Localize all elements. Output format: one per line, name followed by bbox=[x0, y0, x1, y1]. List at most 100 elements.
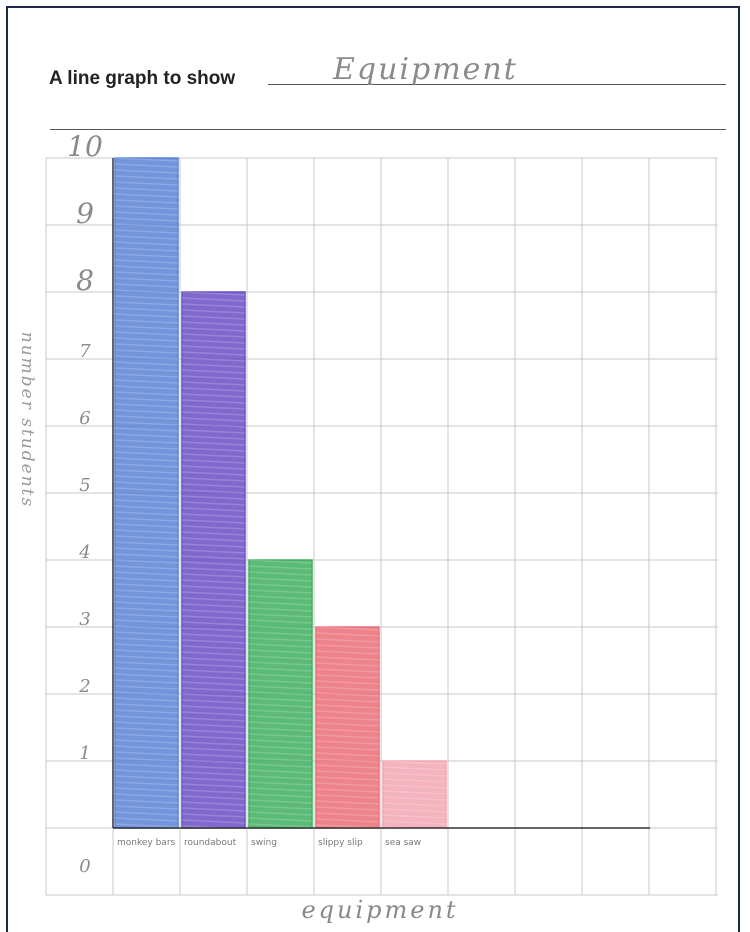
bar-hatch bbox=[315, 788, 380, 793]
bar-hatch bbox=[181, 435, 246, 440]
bar-hatch bbox=[181, 747, 246, 752]
y-tick-label: 4 bbox=[78, 542, 90, 563]
bar-hatch bbox=[248, 601, 313, 606]
bar-hatch bbox=[114, 673, 179, 678]
bar-hatch bbox=[181, 717, 246, 722]
bar-hatch bbox=[114, 727, 179, 732]
bar-hatch bbox=[181, 387, 246, 392]
bar-hatch bbox=[181, 303, 246, 308]
bar-hatch bbox=[181, 531, 246, 536]
bar-hatch bbox=[114, 487, 179, 492]
bar-hatch bbox=[181, 417, 246, 422]
bar-hatch bbox=[248, 565, 313, 570]
bar-hatch bbox=[382, 760, 447, 765]
bar-hatch bbox=[248, 673, 313, 678]
bar-hatch bbox=[114, 781, 179, 786]
bar-hatch bbox=[181, 519, 246, 524]
bar-hatch bbox=[114, 805, 179, 810]
bar-hatch bbox=[248, 571, 313, 576]
bar-hatch bbox=[181, 399, 246, 404]
bar-hatch bbox=[114, 391, 179, 396]
bar-hatch bbox=[315, 626, 380, 631]
bar-hatch bbox=[382, 778, 447, 783]
bar-hatch bbox=[114, 397, 179, 402]
bar-hatch bbox=[315, 704, 380, 709]
bar-hatch bbox=[114, 379, 179, 384]
bar-hatch bbox=[181, 453, 246, 458]
bar-hatch bbox=[114, 259, 179, 264]
title-writing-line bbox=[268, 84, 726, 85]
bar-hatch bbox=[114, 529, 179, 534]
bar-hatch bbox=[114, 685, 179, 690]
bar-hatch bbox=[315, 764, 380, 769]
bar-hatch bbox=[315, 716, 380, 721]
bar-hatch bbox=[114, 331, 179, 336]
bar-hatch bbox=[181, 633, 246, 638]
bar-hatch bbox=[114, 793, 179, 798]
bar-hatch bbox=[181, 465, 246, 470]
bar-hatch bbox=[181, 321, 246, 326]
bar-hatch bbox=[114, 775, 179, 780]
bar-hatch bbox=[248, 817, 313, 822]
bar-hatch bbox=[181, 819, 246, 824]
bar-hatch bbox=[382, 808, 447, 813]
bar-hatch bbox=[114, 583, 179, 588]
bar-hatch bbox=[248, 709, 313, 714]
bar-hatch bbox=[114, 187, 179, 192]
bar-hatch bbox=[248, 679, 313, 684]
bar-hatch bbox=[181, 363, 246, 368]
bar-hatch bbox=[248, 787, 313, 792]
bar-hatch bbox=[181, 351, 246, 356]
bar-hatch bbox=[248, 691, 313, 696]
bar-hatch bbox=[181, 627, 246, 632]
bar-hatch bbox=[181, 297, 246, 302]
bar-hatch bbox=[248, 625, 313, 630]
bar-hatch bbox=[248, 775, 313, 780]
bar-hatch bbox=[114, 637, 179, 642]
bar-hatch bbox=[181, 549, 246, 554]
bar-hatch bbox=[181, 651, 246, 656]
bar-hatch bbox=[114, 541, 179, 546]
bar-hatch bbox=[382, 820, 447, 825]
bar-hatch bbox=[181, 657, 246, 662]
bar-hatch bbox=[114, 421, 179, 426]
bar-hatch bbox=[315, 638, 380, 643]
bar-hatch bbox=[248, 769, 313, 774]
bar-hatch bbox=[181, 585, 246, 590]
bar-hatch bbox=[181, 741, 246, 746]
bar-hatch bbox=[181, 639, 246, 644]
bar-hatch bbox=[181, 345, 246, 350]
bar-hatch bbox=[181, 375, 246, 380]
bar-hatch bbox=[114, 715, 179, 720]
bar-hatch bbox=[114, 307, 179, 312]
bar-hatch bbox=[114, 763, 179, 768]
bar-hatch bbox=[248, 613, 313, 618]
bar-hatch bbox=[181, 753, 246, 758]
bar-hatch bbox=[181, 537, 246, 542]
bar-swing bbox=[248, 559, 313, 829]
y-tick-label: 7 bbox=[79, 341, 91, 362]
bar-hatch bbox=[181, 513, 246, 518]
y-tick-label: 3 bbox=[79, 609, 90, 630]
bar-hatch bbox=[315, 782, 380, 787]
bar-hatch bbox=[114, 823, 179, 828]
bar-hatch bbox=[114, 547, 179, 552]
bar-hatch bbox=[248, 685, 313, 690]
bar-hatch bbox=[248, 589, 313, 594]
bar-hatch bbox=[181, 525, 246, 530]
bar-hatch bbox=[181, 315, 246, 320]
bar-hatch bbox=[181, 423, 246, 428]
bar-hatch bbox=[181, 411, 246, 416]
bar-hatch bbox=[315, 656, 380, 661]
bar-hatch bbox=[114, 517, 179, 522]
bar-hatch bbox=[181, 663, 246, 668]
bar-hatch bbox=[315, 746, 380, 751]
bar-hatch bbox=[315, 752, 380, 757]
bar-hatch bbox=[315, 806, 380, 811]
bar-hatch bbox=[315, 722, 380, 727]
bar-hatch bbox=[114, 289, 179, 294]
bar-hatch bbox=[181, 501, 246, 506]
bar-hatch bbox=[248, 793, 313, 798]
bar-hatch bbox=[248, 763, 313, 768]
